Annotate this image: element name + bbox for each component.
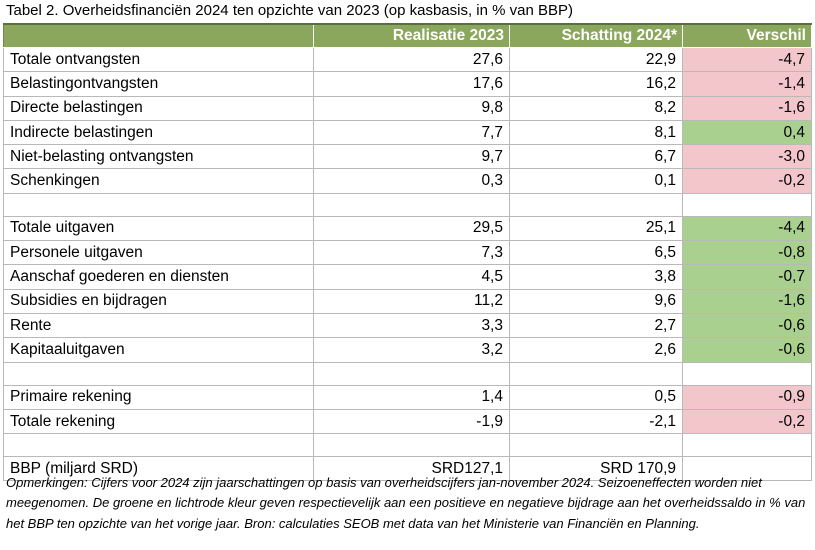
row-label: Directe belastingen (3, 95, 314, 121)
schatting-cell: 2,7 (509, 312, 683, 339)
realisatie-cell: 11,2 (313, 288, 510, 314)
empty-cell (313, 433, 510, 458)
realisatie-cell: 29,5 (313, 215, 510, 242)
schatting-cell: 6,5 (509, 240, 683, 266)
realisatie-cell: 4,5 (313, 264, 510, 290)
schatting-cell: 9,6 (509, 288, 683, 314)
empty-cell (682, 192, 812, 217)
realisatie-cell: 9,7 (313, 144, 510, 170)
schatting-cell: 0,1 (509, 168, 683, 194)
schatting-cell: 25,1 (509, 215, 683, 242)
realisatie-cell: 17,6 (313, 71, 510, 97)
row-label: Schenkingen (3, 168, 314, 194)
row-label: Niet-belasting ontvangsten (3, 144, 314, 170)
table-row: Kapitaaluitgaven 3,2 2,6 -0,6 (3, 337, 812, 363)
row-label: Totale rekening (3, 408, 314, 435)
realisatie-cell: 9,8 (313, 95, 510, 121)
empty-cell (3, 361, 314, 386)
verschil-cell: -0,2 (682, 408, 812, 435)
row-label: Indirecte belastingen (3, 119, 314, 146)
schatting-cell: 8,2 (509, 95, 683, 121)
empty-cell (509, 361, 683, 386)
empty-cell (3, 433, 314, 458)
empty-cell (682, 361, 812, 386)
schatting-cell: 22,9 (509, 46, 683, 73)
verschil-cell: -1,4 (682, 71, 812, 97)
realisatie-cell: 7,7 (313, 119, 510, 146)
realisatie-cell: -1,9 (313, 408, 510, 435)
table-row: Niet-belasting ontvangsten 9,7 6,7 -3,0 (3, 144, 812, 170)
table-row: Totale rekening -1,9 -2,1 -0,2 (3, 408, 812, 435)
verschil-cell: -0,7 (682, 264, 812, 290)
verschil-cell: -0,8 (682, 240, 812, 266)
row-label: Kapitaaluitgaven (3, 337, 314, 363)
empty-cell (509, 192, 683, 217)
verschil-cell: -0,6 (682, 337, 812, 363)
row-label: Belastingontvangsten (3, 71, 314, 97)
table-row: Personele uitgaven 7,3 6,5 -0,8 (3, 240, 812, 266)
table-row: Directe belastingen 9,8 8,2 -1,6 (3, 95, 812, 121)
table-row: Totale ontvangsten 27,6 22,9 -4,7 (3, 46, 812, 73)
schatting-cell: 0,5 (509, 384, 683, 410)
header-verschil: Verschil (682, 23, 812, 48)
spacer-row (3, 192, 812, 217)
verschil-cell: -0,6 (682, 312, 812, 339)
schatting-cell: 2,6 (509, 337, 683, 363)
schatting-cell: 3,8 (509, 264, 683, 290)
table-row: Belastingontvangsten 17,6 16,2 -1,4 (3, 71, 812, 97)
verschil-cell: -0,9 (682, 384, 812, 410)
header-schatting-2024: Schatting 2024* (509, 23, 683, 48)
row-label: Totale ontvangsten (3, 46, 314, 73)
schatting-cell: 6,7 (509, 144, 683, 170)
table-row: BBP (miljard SRD) SRD127,1 SRD 170,9 (3, 456, 812, 482)
realisatie-cell: SRD127,1 (313, 456, 510, 482)
realisatie-cell: 3,2 (313, 337, 510, 363)
realisatie-cell: 27,6 (313, 46, 510, 73)
schatting-cell: 8,1 (509, 119, 683, 146)
table-caption: Tabel 2. Overheidsfinanciën 2024 ten opz… (6, 2, 574, 19)
empty-cell (509, 433, 683, 458)
row-label: Aanschaf goederen en diensten (3, 264, 314, 290)
row-label: BBP (miljard SRD) (3, 456, 314, 482)
table-row: Primaire rekening 1,4 0,5 -0,9 (3, 384, 812, 410)
empty-cell (313, 361, 510, 386)
row-label: Subsidies en bijdragen (3, 288, 314, 314)
verschil-cell: -1,6 (682, 95, 812, 121)
schatting-cell: 16,2 (509, 71, 683, 97)
header-label-column (3, 23, 314, 48)
spacer-row (3, 361, 812, 386)
verschil-cell (682, 456, 812, 482)
empty-cell (313, 192, 510, 217)
table-row: Schenkingen 0,3 0,1 -0,2 (3, 168, 812, 194)
realisatie-cell: 3,3 (313, 312, 510, 339)
empty-cell (682, 433, 812, 458)
spacer-row (3, 433, 812, 458)
row-label: Totale uitgaven (3, 215, 314, 242)
row-label: Personele uitgaven (3, 240, 314, 266)
header-realisatie-2023: Realisatie 2023 (313, 23, 510, 48)
verschil-cell: -4,4 (682, 215, 812, 242)
row-label: Primaire rekening (3, 384, 314, 410)
verschil-cell: -3,0 (682, 144, 812, 170)
table-row: Indirecte belastingen 7,7 8,1 0,4 (3, 119, 812, 146)
empty-cell (3, 192, 314, 217)
table-row: Aanschaf goederen en diensten 4,5 3,8 -0… (3, 264, 812, 290)
table-row: Rente 3,3 2,7 -0,6 (3, 312, 812, 339)
schatting-cell: -2,1 (509, 408, 683, 435)
verschil-cell: -1,6 (682, 288, 812, 314)
verschil-cell: -0,2 (682, 168, 812, 194)
header-row: Realisatie 2023 Schatting 2024* Verschil (3, 23, 812, 48)
remarks-note: Opmerkingen: Cijfers voor 2024 zijn jaar… (6, 475, 806, 531)
verschil-cell: 0,4 (682, 119, 812, 146)
row-label: Rente (3, 312, 314, 339)
realisatie-cell: 0,3 (313, 168, 510, 194)
table-row: Subsidies en bijdragen 11,2 9,6 -1,6 (3, 288, 812, 314)
verschil-cell: -4,7 (682, 46, 812, 73)
realisatie-cell: 7,3 (313, 240, 510, 266)
realisatie-cell: 1,4 (313, 384, 510, 410)
government-finance-table: Realisatie 2023 Schatting 2024* Verschil… (3, 23, 812, 482)
table-row: Totale uitgaven 29,5 25,1 -4,4 (3, 215, 812, 242)
